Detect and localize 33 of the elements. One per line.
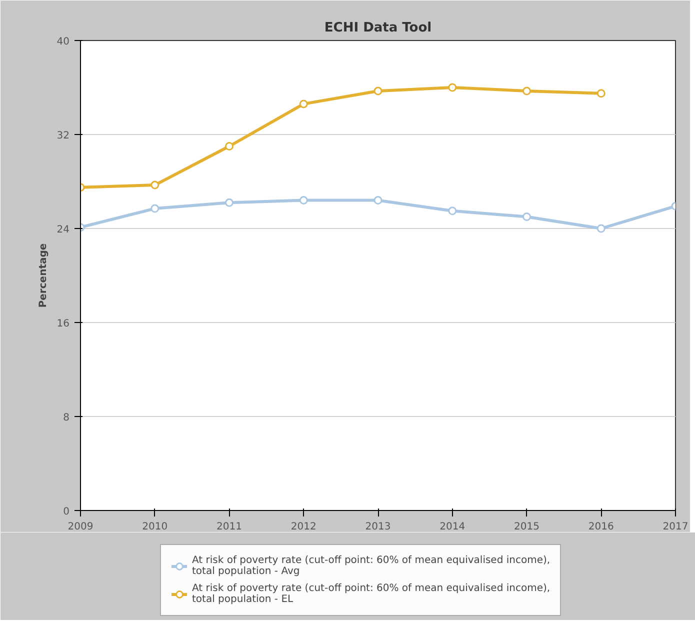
x-tick-label: 2013: [365, 522, 391, 532]
x-tick-label: 2010: [142, 522, 168, 532]
point: [522, 212, 531, 221]
point: [596, 224, 606, 233]
y-tick-label: 24: [56, 224, 70, 236]
point: [299, 100, 308, 108]
y-tick-label: 16: [56, 318, 70, 330]
y-tick-label: 8: [63, 412, 70, 424]
point: [596, 89, 606, 98]
x-tick-label: 2015: [514, 522, 540, 532]
x-tick-label: 2017: [662, 522, 688, 532]
legend-label: At risk of poverty rate (cut-off point: 60% of mean equivalised income), total population - Avg: [192, 555, 550, 577]
y-tick-label: 40: [56, 36, 70, 48]
point: [299, 196, 308, 205]
point: [374, 86, 382, 96]
x-tick-label: 2011: [216, 522, 242, 532]
point: [225, 142, 234, 150]
y-tick-label: 32: [56, 130, 70, 142]
point: [448, 83, 457, 92]
y-axis-title: Percentage: [38, 243, 49, 308]
x-tick-label: 2009: [68, 522, 94, 532]
point: [225, 198, 234, 207]
x-tick-label: 2016: [588, 522, 614, 532]
point: [150, 204, 160, 213]
point: [522, 86, 531, 96]
x-tick-label: 2012: [290, 522, 316, 532]
y-tick-label: 0: [63, 506, 70, 518]
x-tick-label: 2014: [440, 522, 466, 532]
point: [448, 206, 457, 216]
legend-label: At risk of poverty rate (cut-off point: 60% of mean equivalised income), total population - EL: [192, 583, 550, 605]
point: [150, 180, 160, 190]
point: [374, 196, 382, 205]
chart-title: ECHI Data Tool: [324, 20, 432, 36]
